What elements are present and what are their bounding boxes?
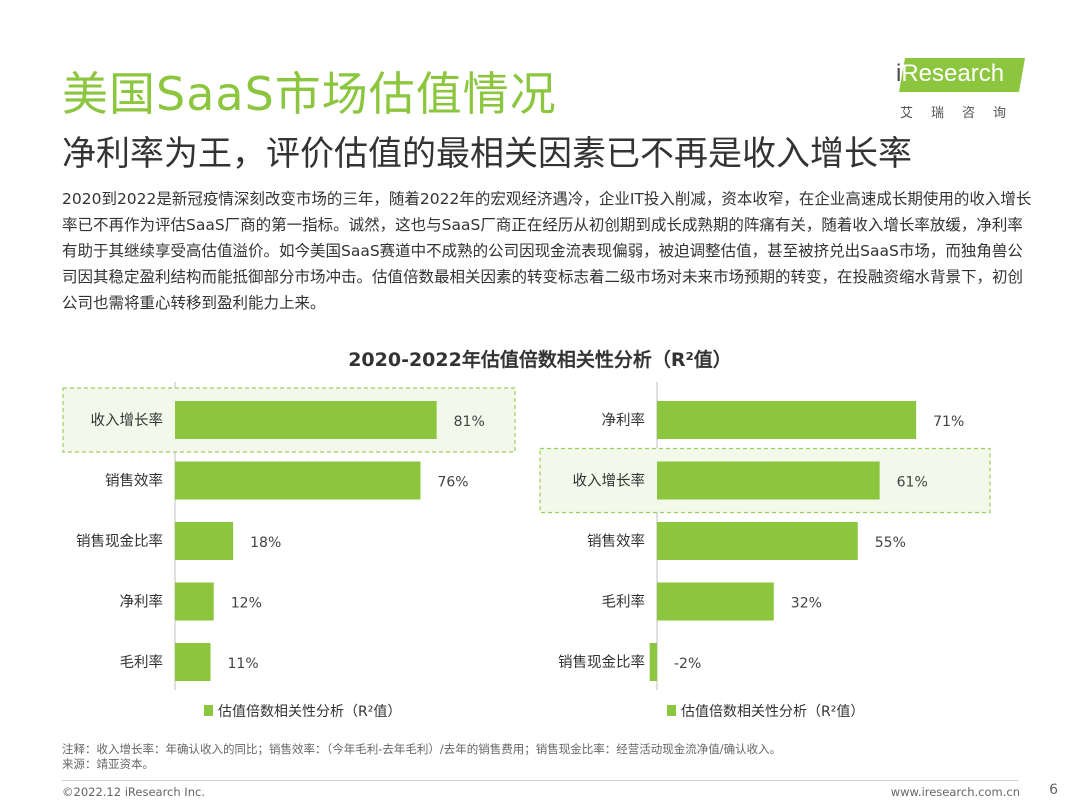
intro-paragraph: 2020到2022是新冠疫情深刻改变市场的三年，随着2022年的宏观经济遇冷，企… (62, 190, 1032, 312)
bar (175, 643, 211, 681)
value-label: 12% (231, 596, 262, 612)
value-label: 11% (228, 656, 259, 672)
website-link: www.iresearch.com.cn (890, 785, 1020, 799)
iresearch-logo: iResearch 艾瑞咨询 (892, 56, 1032, 126)
bar (649, 643, 657, 681)
logo-subtitle: 艾瑞咨询 (900, 106, 1025, 121)
bar (657, 401, 917, 439)
value-label: 81% (454, 414, 485, 430)
page-subtitle: 净利率为王，评价估值的最相关因素已不再是收入增长率 (62, 134, 912, 174)
value-label: 18% (250, 535, 281, 551)
category-label: 毛利率 (602, 594, 646, 611)
category-label: 净利率 (120, 594, 164, 611)
legend-swatch (204, 705, 213, 716)
value-label: 32% (791, 596, 822, 612)
value-label: 55% (875, 535, 906, 551)
bar (175, 582, 214, 621)
category-label: 销售效率 (587, 533, 645, 550)
footer-divider (62, 780, 1018, 781)
category-label: 收入增长率 (91, 412, 164, 429)
category-label: 销售效率 (105, 473, 163, 490)
legend-label: 估值倍数相关性分析（R²值） (218, 704, 401, 720)
category-label: 销售现金比率 (558, 654, 645, 671)
category-label: 毛利率 (120, 654, 164, 671)
footnote-source: 来源：靖亚资本。 (62, 757, 154, 771)
category-label: 销售现金比率 (76, 533, 163, 550)
logo-wordmark: iResearch (896, 60, 1005, 87)
legend-label: 估值倍数相关性分析（R²值） (681, 704, 864, 720)
category-label: 收入增长率 (573, 473, 646, 490)
bar (657, 582, 774, 621)
bar (657, 461, 880, 500)
bar (657, 522, 858, 560)
value-label: -2% (674, 656, 701, 672)
legend-swatch (667, 705, 676, 716)
page-number: 6 (1049, 782, 1058, 798)
category-label: 净利率 (602, 412, 646, 429)
bar (175, 401, 437, 439)
copyright: ©2022.12 iResearch Inc. (62, 785, 205, 799)
value-label: 76% (437, 475, 468, 491)
bar (175, 522, 234, 560)
footnote-note: 注释：收入增长率：年确认收入的同比；销售效率：（今年毛利-去年毛利）/去年的销售… (62, 742, 782, 756)
footnote: 注释：收入增长率：年确认收入的同比；销售效率：（今年毛利-去年毛利）/去年的销售… (62, 742, 781, 772)
value-label: 71% (933, 414, 964, 430)
bar (175, 461, 421, 500)
page-title: 美国SaaS市场估值情况 (62, 67, 557, 121)
value-label: 61% (897, 475, 928, 491)
chart-heading: 2020-2022年估值倍数相关性分析（R²值） (348, 349, 732, 371)
